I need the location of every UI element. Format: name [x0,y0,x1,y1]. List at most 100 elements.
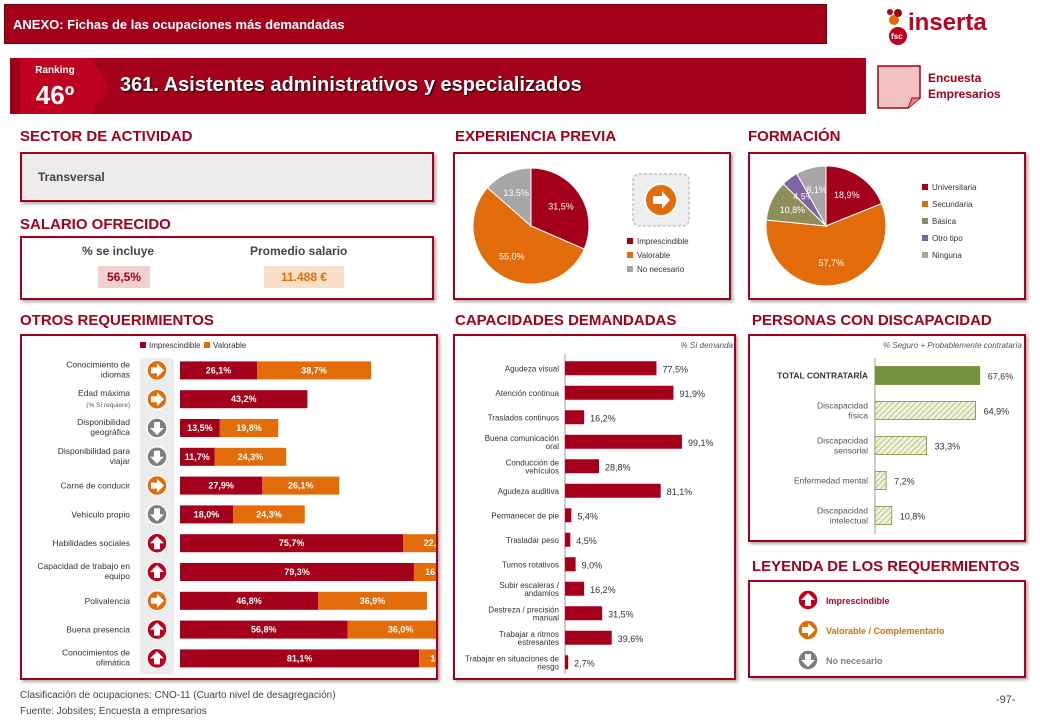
otros-bar-label-b: 26,1% [288,481,314,491]
discapacidad-label: Discapacidad física [817,401,868,421]
capacidades-value: 16,2% [590,585,616,595]
arrow-right-icon-glyph [151,478,164,493]
formacion-legend-label: Ninguna [932,251,962,260]
otros-row-label: Conocimientos de ofimática [62,647,130,667]
capacidades-bar [565,361,657,376]
arrow-up-icon-glyph [150,565,164,578]
formacion-legend-label: Básica [932,217,957,226]
ranking-band [10,58,866,114]
logo-sub: fsc [891,32,903,41]
otros-heading: OTROS REQUERIMIENTOS [20,312,214,329]
capacidades-value: 9,0% [582,560,603,570]
capacidades-label: Trabajar en situaciones de riesgo [465,654,560,671]
formacion-legend-swatch [922,235,928,241]
capacidades-bar [565,557,576,572]
arrow-down-icon-glyph [150,422,164,435]
formacion-pie-slice-label: 57,7% [818,258,844,268]
discapacidad-bar [874,366,981,385]
capacidades-bar [565,655,569,670]
capacidades-bar [565,483,661,498]
capacidades-bar [565,630,612,645]
inserta-logo: fsc inserta [880,2,1040,52]
experiencia-pie-slice [486,167,532,228]
otros-bar-imprescindible [180,591,319,610]
capacidades-value: 31,5% [608,609,634,619]
capacidades-value: 39,6% [618,634,644,644]
experiencia-legend-label: No necesario [637,265,685,274]
capacidades-label: Traslados continuos [488,413,559,422]
otros-bar-label-a: 11,7% [185,452,210,462]
otros-bar-imprescindible [180,505,234,524]
otros-bar-label-b: 36,0% [388,625,414,635]
formacion-legend-swatch [922,252,928,258]
otros-legend-swatch [204,342,210,348]
experiencia-pie-slice [472,186,585,285]
otros-bar-label-b: 19,8% [236,423,262,433]
leyenda-heading: LEYENDA DE LOS REQUERMIENTOS [752,558,1020,575]
sector-panel: Transversal [20,152,434,202]
formacion-pie-slice-label: 8,1% [806,185,827,195]
otros-bar-imprescindible [180,534,404,553]
leyenda-icons: Imprescindible Valorable / Complementario… [797,589,945,671]
arrow-up-icon-glyph [150,622,164,636]
formacion-pie-slice [825,165,883,227]
otros-row-label: Disponibilidad para viajar [58,446,131,466]
header-bar: ANEXO: Fichas de las ocupaciones más dem… [4,4,827,44]
leyenda-panel: Imprescindible Valorable / Complementario… [748,580,1026,678]
capacidades-bar-chart: % Sí demanda Agudeza visual 77,5% Atención … [465,341,734,674]
footer-line2: Fuente: Jobsites; Encuesta a empresarios [20,706,207,717]
formacion-heading: FORMACIÓN [748,128,841,145]
leyenda-label: Imprescindible [826,596,890,606]
capacidades-heading: CAPACIDADES DEMANDADAS [455,312,677,329]
arrow-right-icon-glyph [151,593,164,608]
otros-bar-label-a: 43,2% [231,394,257,404]
formacion-legend-label: Secundaria [932,200,973,209]
ranking-label: Ranking [35,65,75,76]
experiencia-heading: EXPERIENCIA PREVIA [455,128,617,145]
otros-bar-label-a: 75,7% [279,538,305,548]
discapacidad-value: 67,6% [988,372,1014,382]
otros-bar-imprescindible [180,419,220,437]
otros-bar-imprescindible [180,563,414,581]
otros-bar-label-a: 56,8% [251,625,277,635]
formacion-pie-chart: 18,9% 57,7% 10,8% 4,5%8,1% Universitaria Secu… [765,165,977,287]
otros-bar-label-a: 13,5% [187,423,213,433]
formacion-legend-label: Universitaria [932,183,977,192]
otros-bar-valorable [347,620,454,639]
header-title: ANEXO: Fichas de las ocupaciones más dem… [13,17,345,32]
discapacidad-bar [874,436,928,455]
otros-row-label: Habilidades sociales [53,538,131,548]
page-number: -97- [996,694,1016,706]
otros-bar-valorable [256,361,372,380]
experiencia-legend-label: Valorable [637,251,671,260]
arrow-right-icon-glyph [802,623,815,637]
otros-bar-imprescindible [180,649,420,668]
capacidades-value: 81,1% [667,487,693,497]
otros-bar-valorable [219,419,279,437]
formacion-legend-swatch [922,218,928,224]
formacion-legend-swatch [922,201,928,207]
capacidades-note: % Sí demanda [681,341,734,350]
arrow-right-icon-glyph [151,392,164,407]
formacion-legend-label: Otro tipo [932,234,963,243]
capacidades-bar [565,410,585,425]
otros-bar-label-a: 26,1% [206,365,232,375]
discapacidad-panel: % Seguro + Probablemente contrataría TOTA… [748,334,1026,542]
otros-row-label: Carné de conducir [61,481,131,491]
otros-bar-imprescindible [180,476,263,495]
discapacidad-value: 33,3% [935,442,961,452]
capacidades-bar [565,459,599,474]
capacidades-value: 16,2% [590,413,616,423]
capacidades-label: Destreza / precisión manual [488,605,559,622]
experiencia-pie-slice-label: 55,0% [499,251,525,261]
capacidades-label: Subir escaleras / andamios [499,581,559,598]
sector-heading: SECTOR DE ACTIVIDAD [20,128,193,145]
otros-bar-label-b: 22,5% [424,538,436,548]
otros-bar-label-b: 24,3% [256,509,282,519]
discapacidad-bar [874,506,893,525]
otros-bar-label-b: 36,9% [360,596,386,606]
page-title: 361. Asistentes administrativos y especi… [120,74,582,96]
otros-bar-label-b: 16,2% [430,653,436,663]
encuesta-box: Encuesta Empresarios [872,58,1032,114]
ranking-value: 46º [35,80,75,110]
